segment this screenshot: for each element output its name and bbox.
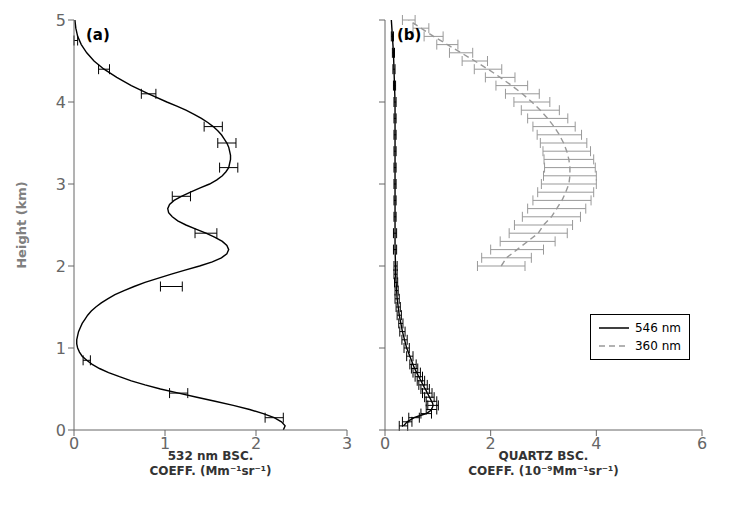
- svg-text:0: 0: [56, 421, 66, 440]
- html-text:(b): (b): [397, 26, 422, 44]
- svg-text:2: 2: [56, 257, 66, 276]
- svg-text:2: 2: [486, 434, 496, 453]
- svg-text:4: 4: [56, 93, 66, 112]
- svg-text:0: 0: [69, 434, 79, 453]
- svg-text:5: 5: [56, 11, 66, 30]
- html-text:532 nm BSC.: 532 nm BSC.: [167, 449, 254, 463]
- svg-text:6: 6: [697, 434, 707, 453]
- html-text:COEFF. (Mm⁻¹sr⁻¹): COEFF. (Mm⁻¹sr⁻¹): [149, 464, 272, 478]
- svg-text:4: 4: [591, 434, 601, 453]
- html-text:(a): (a): [86, 26, 110, 44]
- svg-text:1: 1: [56, 339, 66, 358]
- svg-text:Height (km): Height (km): [14, 181, 29, 269]
- html-text:360 nm: 360 nm: [635, 339, 681, 353]
- svg-text:3: 3: [56, 175, 66, 194]
- svg-text:2: 2: [251, 434, 261, 453]
- html-text:QUARTZ BSC.: QUARTZ BSC.: [498, 449, 589, 463]
- svg-text:0: 0: [380, 434, 390, 453]
- svg-text:3: 3: [342, 434, 352, 453]
- html-text:COEFF. (10⁻⁹Mm⁻¹sr⁻¹): COEFF. (10⁻⁹Mm⁻¹sr⁻¹): [468, 464, 619, 478]
- svg-text:1: 1: [160, 434, 170, 453]
- html-text:546 nm: 546 nm: [635, 321, 681, 335]
